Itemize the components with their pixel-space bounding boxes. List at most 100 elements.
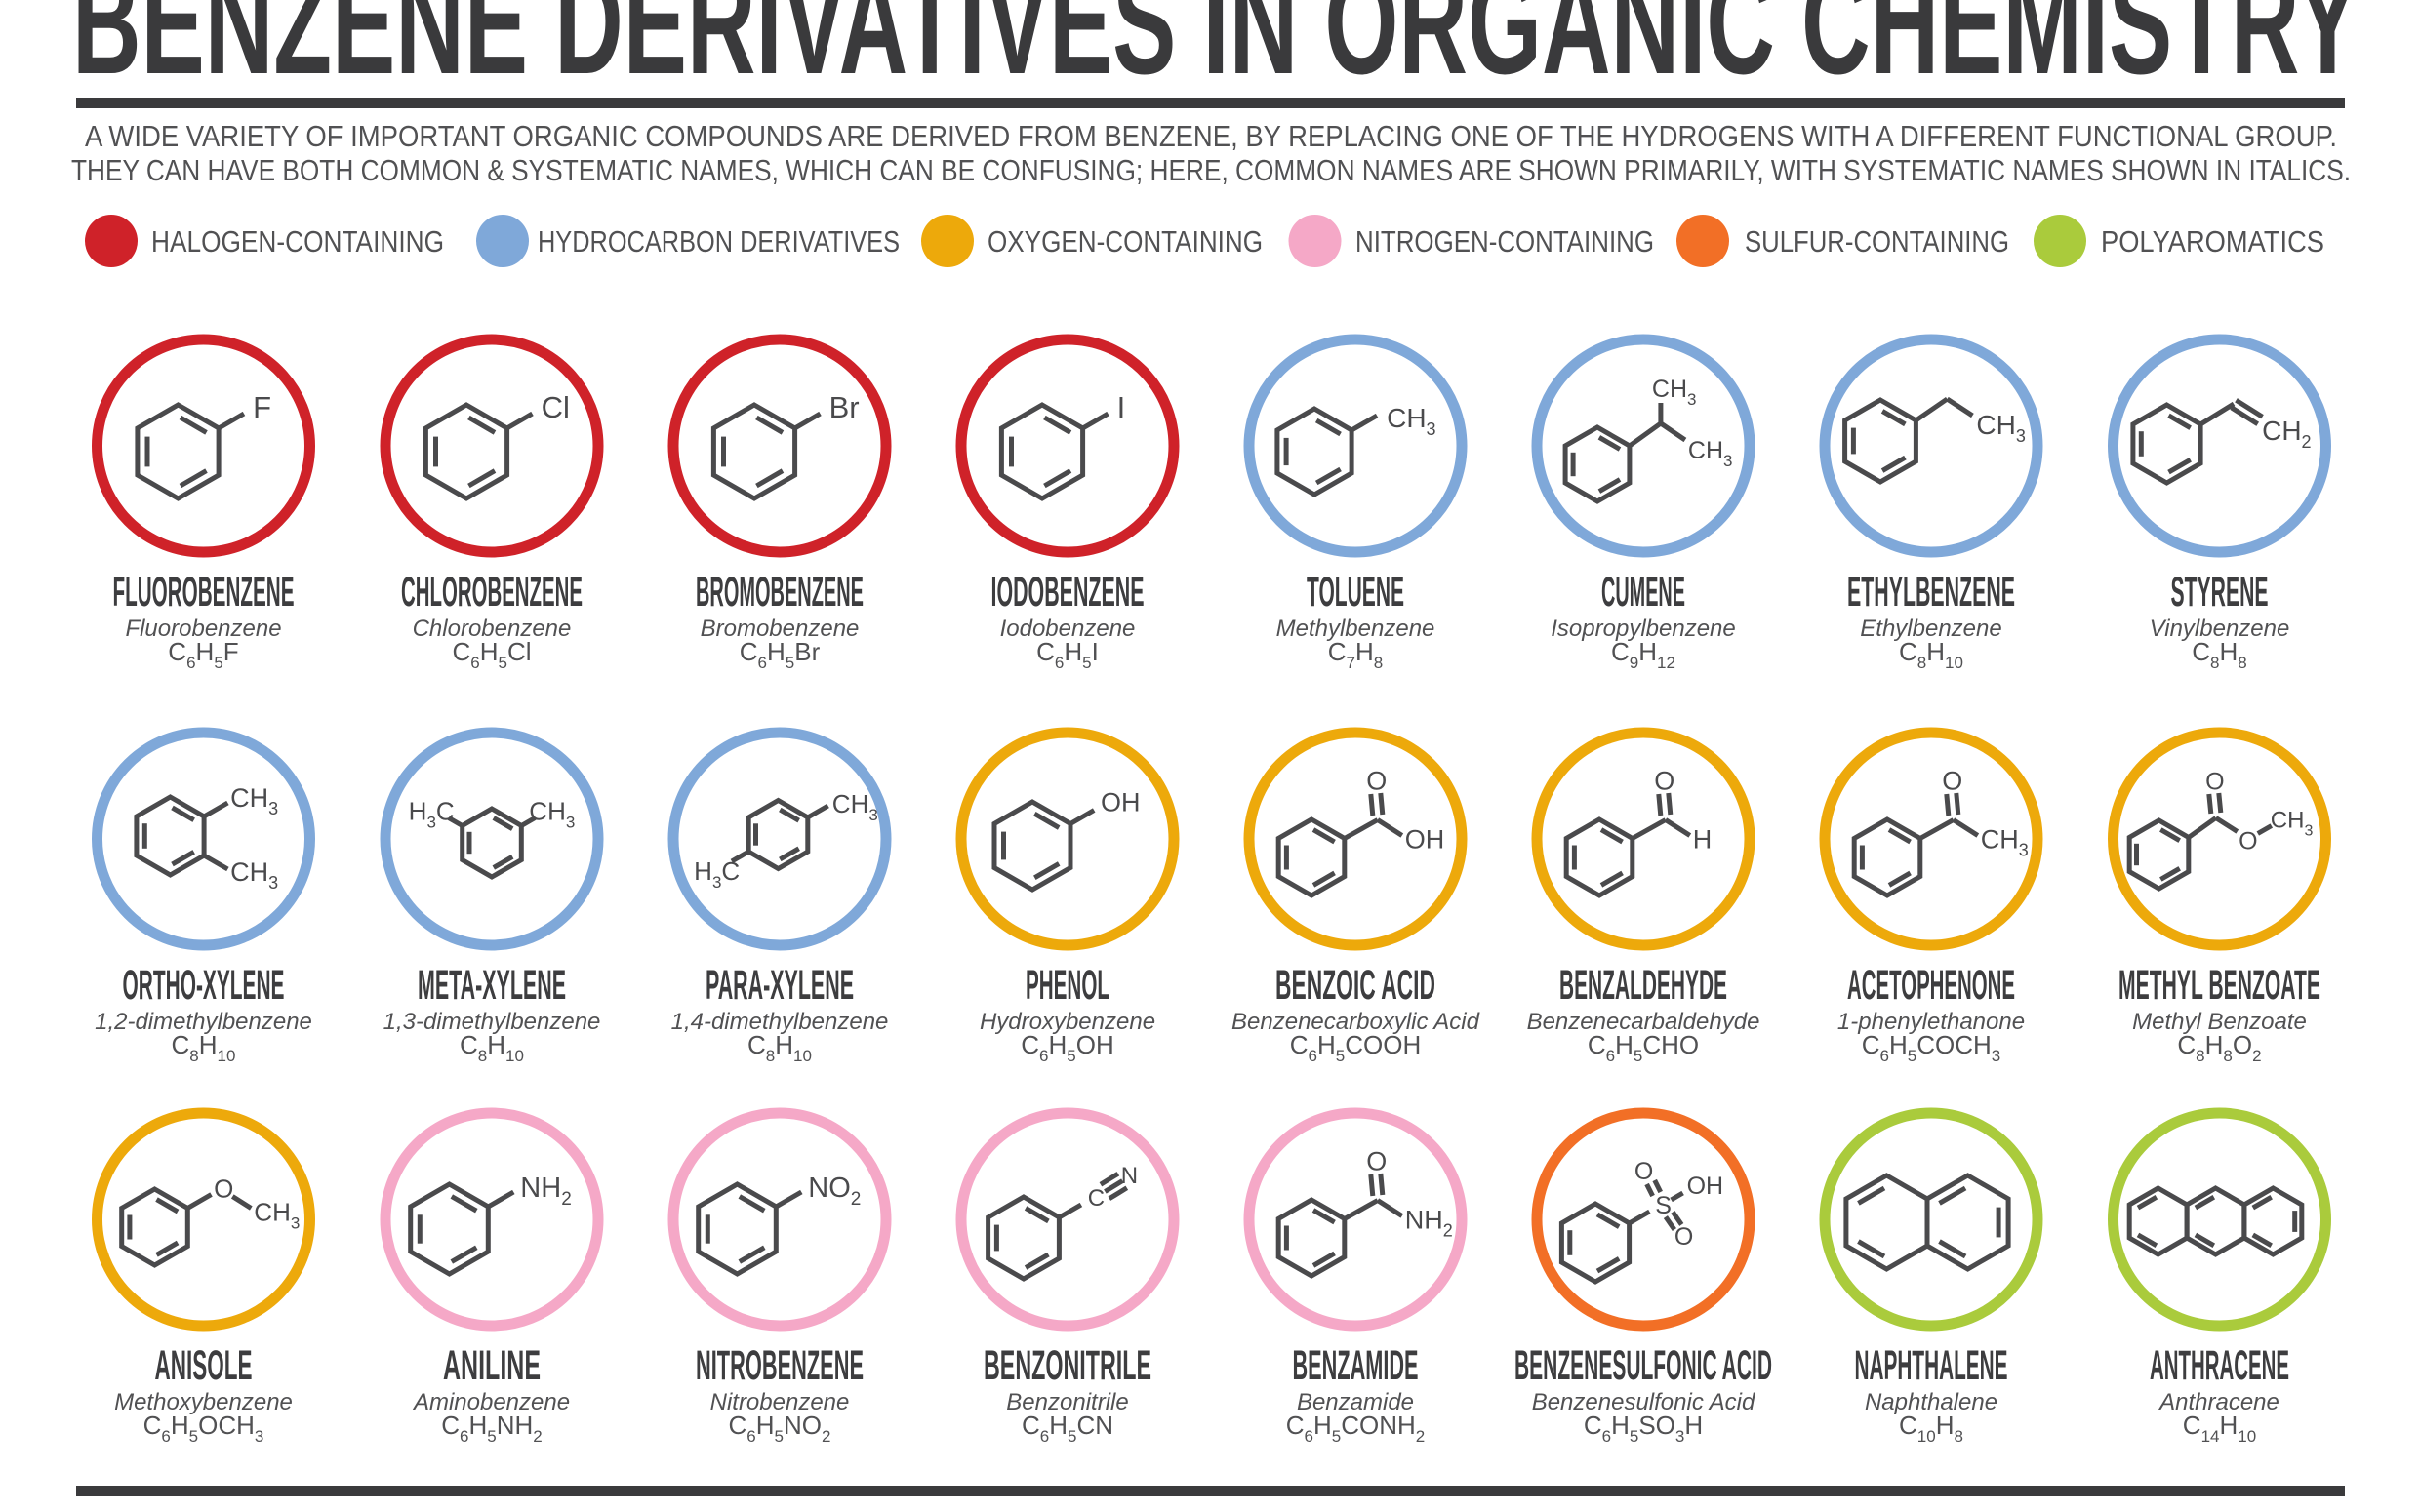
svg-text:TOLUENE: TOLUENE bbox=[1307, 569, 1404, 616]
svg-text:A WIDE VARIETY OF IMPORTANT OR: A WIDE VARIETY OF IMPORTANT ORGANIC COMP… bbox=[85, 119, 2337, 153]
svg-text:Benzenecarbaldehyde: Benzenecarbaldehyde bbox=[1527, 1009, 1760, 1035]
svg-text:OH: OH bbox=[1101, 788, 1141, 817]
svg-text:C8H10: C8H10 bbox=[747, 1030, 812, 1065]
svg-text:C6H5OCH3: C6H5OCH3 bbox=[143, 1411, 264, 1446]
svg-text:ANILINE: ANILINE bbox=[443, 1342, 541, 1389]
svg-text:C8H10: C8H10 bbox=[172, 1030, 236, 1065]
svg-text:F: F bbox=[253, 390, 271, 424]
svg-text:C6H5OH: C6H5OH bbox=[1021, 1030, 1114, 1065]
svg-text:OH: OH bbox=[1687, 1173, 1724, 1200]
svg-text:H: H bbox=[1693, 825, 1713, 855]
svg-text:Chlorobenzene: Chlorobenzene bbox=[413, 616, 572, 642]
svg-text:O: O bbox=[1366, 767, 1387, 796]
svg-text:ANTHRACENE: ANTHRACENE bbox=[2150, 1342, 2289, 1389]
svg-text:C7H8: C7H8 bbox=[1328, 637, 1384, 672]
svg-text:Aminobenzene: Aminobenzene bbox=[412, 1389, 570, 1415]
svg-text:NO2: NO2 bbox=[808, 1173, 861, 1210]
svg-text:O: O bbox=[1942, 767, 1962, 796]
svg-text:C: C bbox=[1088, 1185, 1105, 1212]
svg-text:NITROBENZENE: NITROBENZENE bbox=[696, 1342, 864, 1389]
svg-text:O: O bbox=[1634, 1158, 1653, 1185]
svg-text:I: I bbox=[1117, 390, 1126, 424]
svg-text:OH: OH bbox=[1405, 825, 1445, 855]
svg-text:Methylbenzene: Methylbenzene bbox=[1276, 616, 1435, 642]
svg-text:Benzenesulfonic Acid: Benzenesulfonic Acid bbox=[1532, 1389, 1755, 1415]
svg-text:O: O bbox=[1366, 1147, 1387, 1176]
svg-text:NITROGEN-CONTAINING: NITROGEN-CONTAINING bbox=[1355, 224, 1654, 259]
svg-text:ORTHO-XYLENE: ORTHO-XYLENE bbox=[123, 962, 285, 1009]
svg-text:C14H10: C14H10 bbox=[2183, 1411, 2256, 1446]
svg-text:C6H5CN: C6H5CN bbox=[1022, 1411, 1113, 1446]
svg-text:C6H5SO3H: C6H5SO3H bbox=[1584, 1411, 1703, 1446]
svg-text:C8H8: C8H8 bbox=[2192, 637, 2247, 672]
svg-text:Vinylbenzene: Vinylbenzene bbox=[2150, 616, 2290, 642]
svg-text:METHYL BENZOATE: METHYL BENZOATE bbox=[2118, 962, 2320, 1009]
svg-text:C6H5NO2: C6H5NO2 bbox=[729, 1411, 831, 1446]
svg-text:BROMOBENZENE: BROMOBENZENE bbox=[696, 569, 864, 616]
svg-text:PHENOL: PHENOL bbox=[1026, 962, 1109, 1009]
svg-text:HYDROCARBON DERIVATIVES: HYDROCARBON DERIVATIVES bbox=[538, 224, 900, 259]
svg-text:THEY CAN HAVE BOTH COMMON & SY: THEY CAN HAVE BOTH COMMON & SYSTEMATIC N… bbox=[71, 153, 2351, 187]
svg-text:META-XYLENE: META-XYLENE bbox=[418, 962, 566, 1009]
svg-text:C8H8O2: C8H8O2 bbox=[2177, 1030, 2261, 1065]
svg-text:C6H5CHO: C6H5CHO bbox=[1588, 1030, 1699, 1065]
svg-text:1,4-dimethylbenzene: 1,4-dimethylbenzene bbox=[671, 1009, 889, 1035]
svg-text:Nitrobenzene: Nitrobenzene bbox=[710, 1389, 850, 1415]
svg-text:1,2-dimethylbenzene: 1,2-dimethylbenzene bbox=[95, 1009, 312, 1035]
svg-text:C8H10: C8H10 bbox=[460, 1030, 524, 1065]
svg-text:STYRENE: STYRENE bbox=[2171, 569, 2269, 616]
svg-text:Bromobenzene: Bromobenzene bbox=[701, 616, 860, 642]
svg-text:Cl: Cl bbox=[542, 390, 570, 424]
svg-text:ETHYLBENZENE: ETHYLBENZENE bbox=[1847, 569, 2015, 616]
svg-text:C6H5COOH: C6H5COOH bbox=[1290, 1030, 1422, 1065]
svg-text:C6H5NH2: C6H5NH2 bbox=[441, 1411, 543, 1446]
svg-text:Naphthalene: Naphthalene bbox=[1865, 1389, 1997, 1415]
svg-text:ANISOLE: ANISOLE bbox=[155, 1342, 253, 1389]
svg-text:Hydroxybenzene: Hydroxybenzene bbox=[980, 1009, 1155, 1035]
svg-text:SULFUR-CONTAINING: SULFUR-CONTAINING bbox=[1745, 224, 2009, 259]
svg-text:C9H12: C9H12 bbox=[1611, 637, 1675, 672]
svg-text:Benzamide: Benzamide bbox=[1297, 1389, 1414, 1415]
svg-text:POLYAROMATICS: POLYAROMATICS bbox=[2101, 224, 2324, 259]
svg-text:CUMENE: CUMENE bbox=[1601, 569, 1685, 616]
svg-text:O: O bbox=[2238, 828, 2257, 855]
svg-text:S: S bbox=[1655, 1192, 1672, 1219]
svg-text:BENZOIC ACID: BENZOIC ACID bbox=[1275, 962, 1435, 1009]
svg-text:Br: Br bbox=[829, 390, 860, 424]
svg-text:C6H5F: C6H5F bbox=[168, 637, 238, 672]
svg-text:O: O bbox=[1654, 767, 1674, 796]
svg-text:NAPHTHALENE: NAPHTHALENE bbox=[1855, 1342, 2008, 1389]
svg-text:C8H10: C8H10 bbox=[1899, 637, 1963, 672]
svg-text:Isopropylbenzene: Isopropylbenzene bbox=[1551, 616, 1735, 642]
svg-text:Methoxybenzene: Methoxybenzene bbox=[114, 1389, 293, 1415]
svg-text:C6H5Cl: C6H5Cl bbox=[452, 637, 531, 672]
svg-text:Benzonitrile: Benzonitrile bbox=[1006, 1389, 1128, 1415]
svg-text:BENZENE DERIVATIVES IN ORGANIC: BENZENE DERIVATIVES IN ORGANIC CHEMISTRY bbox=[72, 0, 2360, 105]
svg-text:1,3-dimethylbenzene: 1,3-dimethylbenzene bbox=[383, 1009, 601, 1035]
svg-text:Fluorobenzene: Fluorobenzene bbox=[125, 616, 281, 642]
svg-text:BENZENESULFONIC ACID: BENZENESULFONIC ACID bbox=[1514, 1342, 1772, 1389]
svg-text:ACETOPHENONE: ACETOPHENONE bbox=[1847, 962, 2015, 1009]
svg-text:Anthracene: Anthracene bbox=[2158, 1389, 2279, 1415]
svg-text:C6H5Br: C6H5Br bbox=[740, 637, 821, 672]
svg-text:C6H5I: C6H5I bbox=[1036, 637, 1099, 672]
svg-text:IODOBENZENE: IODOBENZENE bbox=[991, 569, 1145, 616]
svg-text:HALOGEN-CONTAINING: HALOGEN-CONTAINING bbox=[151, 224, 444, 259]
svg-text:BENZONITRILE: BENZONITRILE bbox=[984, 1342, 1151, 1389]
svg-text:O: O bbox=[1674, 1223, 1693, 1251]
svg-text:1-phenylethanone: 1-phenylethanone bbox=[1837, 1009, 2025, 1035]
svg-text:C6H5CONH2: C6H5CONH2 bbox=[1286, 1411, 1426, 1446]
svg-text:C10H8: C10H8 bbox=[1899, 1411, 1963, 1446]
svg-text:O: O bbox=[2205, 769, 2224, 796]
svg-text:FLUOROBENZENE: FLUOROBENZENE bbox=[113, 569, 295, 616]
svg-text:N: N bbox=[1121, 1163, 1138, 1189]
svg-text:Ethylbenzene: Ethylbenzene bbox=[1860, 616, 2001, 642]
svg-text:C6H5COCH3: C6H5COCH3 bbox=[1862, 1030, 2001, 1065]
svg-text:OXYGEN-CONTAINING: OXYGEN-CONTAINING bbox=[988, 224, 1263, 259]
svg-text:CHLOROBENZENE: CHLOROBENZENE bbox=[401, 569, 583, 616]
svg-text:PARA-XYLENE: PARA-XYLENE bbox=[706, 962, 854, 1009]
svg-text:O: O bbox=[214, 1174, 233, 1204]
svg-text:Methyl Benzoate: Methyl Benzoate bbox=[2132, 1009, 2307, 1035]
svg-text:Benzenecarboxylic Acid: Benzenecarboxylic Acid bbox=[1231, 1009, 1480, 1035]
svg-text:BENZALDEHYDE: BENZALDEHYDE bbox=[1559, 962, 1727, 1009]
